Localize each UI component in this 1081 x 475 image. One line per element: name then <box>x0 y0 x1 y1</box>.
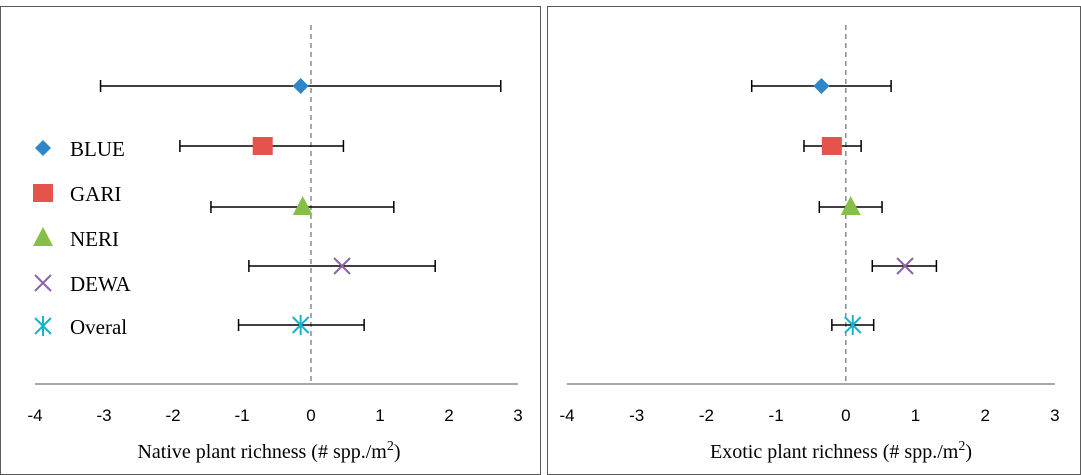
legend-label-blue: BLUE <box>70 137 125 161</box>
data-point <box>291 315 310 335</box>
x-tick-label: -3 <box>629 406 644 425</box>
x-tick-label: -4 <box>559 406 574 425</box>
native-richness-panel: -4 -3 -2 -1 0 1 2 3 Native plant richness (# spp… <box>0 6 541 475</box>
exotic-richness-panel: -4 -3 -2 -1 0 1 2 3 Exotic plant richness (# spp… <box>547 6 1081 475</box>
x-tick-label: -4 <box>27 406 42 425</box>
x-tick-label: -3 <box>96 406 111 425</box>
x-tick-label: 3 <box>1050 406 1059 425</box>
data-point <box>813 78 830 94</box>
exotic-richness-chart: -4 -3 -2 -1 0 1 2 3 Exotic plant richness (# spp… <box>559 25 1060 463</box>
data-point <box>252 137 273 155</box>
x-tick-label: 1 <box>911 406 920 425</box>
legend-label-dewa: DEWA <box>70 272 131 296</box>
native-richness-chart: -4 -3 -2 -1 0 1 2 3 Native plant richness (# spp… <box>27 25 523 463</box>
data-point <box>840 196 861 215</box>
data-point <box>821 137 842 155</box>
x-tick-label: 2 <box>444 406 453 425</box>
data-point <box>333 257 351 275</box>
legend-label-gari: GARI <box>70 182 121 206</box>
legend-label-neri: NERI <box>70 227 119 251</box>
series-dewa <box>871 257 938 275</box>
series-gari <box>803 137 862 155</box>
x-tick-label: 0 <box>841 406 850 425</box>
legend-label-overal: Overal <box>70 315 127 339</box>
legend-marker-neri <box>33 227 53 246</box>
legend-marker-blue <box>35 140 51 156</box>
x-tick-label: 1 <box>375 406 384 425</box>
x-axis-title: Exotic plant richness (# spp./m2) <box>710 439 972 463</box>
series-neri <box>818 196 883 215</box>
legend-marker-dewa <box>34 274 52 292</box>
legend-marker-gari <box>33 184 53 202</box>
data-point <box>896 257 914 275</box>
series-gari <box>179 137 345 155</box>
x-tick-label: -1 <box>769 406 784 425</box>
data-point <box>292 78 309 94</box>
data-point <box>292 196 313 215</box>
series-neri <box>210 196 395 215</box>
x-tick-label: -2 <box>165 406 180 425</box>
legend: BLUE GARI NERI DEWA Overal <box>33 137 131 339</box>
series-blue <box>750 78 892 94</box>
series-blue <box>99 78 502 94</box>
x-tick-label: -2 <box>699 406 714 425</box>
x-tick-label: 3 <box>513 406 522 425</box>
series-overal <box>831 315 875 335</box>
x-tick-label: 2 <box>980 406 989 425</box>
x-tick-label: 0 <box>306 406 315 425</box>
x-axis-title: Native plant richness (# spp./m2) <box>137 439 400 463</box>
series-overal <box>237 315 365 335</box>
series-dewa <box>248 257 436 275</box>
legend-marker-overal <box>34 316 52 336</box>
data-point <box>844 315 862 335</box>
x-tick-label: -1 <box>234 406 249 425</box>
